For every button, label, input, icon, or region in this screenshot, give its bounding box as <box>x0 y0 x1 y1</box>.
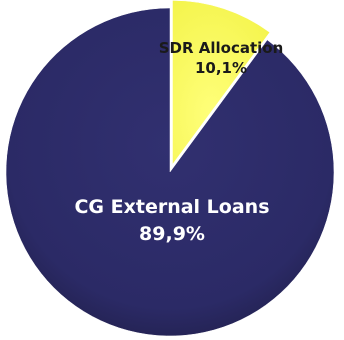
slice-value-label: 10,1% <box>195 59 247 77</box>
slice-name-label: SDR Allocation <box>159 39 284 57</box>
pie-slices <box>5 0 335 337</box>
slice-value-label: 89,9% <box>139 223 205 245</box>
pie-labels: SDR Allocation 10,1% CG External Loans 89,9… <box>74 39 283 245</box>
slice-name-label: CG External Loans <box>74 196 269 218</box>
pie-slice-cg-external-loans <box>5 7 335 337</box>
pie-slice-sdr-allocation <box>172 0 271 166</box>
